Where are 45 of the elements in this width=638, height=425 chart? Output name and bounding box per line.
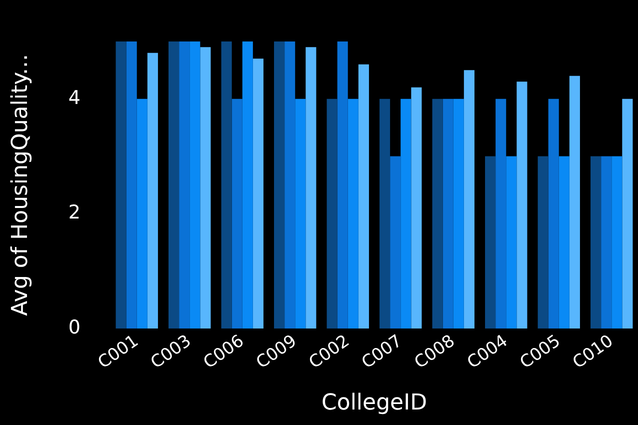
bar <box>432 98 443 328</box>
bar <box>400 98 412 328</box>
y-tick-label: 4 <box>68 86 80 109</box>
bar <box>622 98 633 328</box>
bar <box>179 41 190 328</box>
bar <box>506 156 517 328</box>
bar <box>326 98 338 328</box>
bar <box>200 47 211 328</box>
bar <box>569 76 580 328</box>
bar <box>306 47 316 328</box>
bar <box>232 98 242 328</box>
bar <box>274 41 285 328</box>
bar <box>411 87 422 328</box>
bar <box>168 41 180 328</box>
bar <box>496 98 506 328</box>
y-tick-label: 2 <box>68 202 80 224</box>
bar <box>252 58 264 328</box>
y-tick-label: 0 <box>68 316 80 338</box>
bar <box>453 98 464 328</box>
bar <box>358 64 369 328</box>
bar <box>190 41 200 328</box>
y-axis-title: Avg of HousingQuality... <box>8 54 33 316</box>
bar <box>601 156 612 328</box>
bar <box>442 98 454 328</box>
bar <box>126 41 137 328</box>
bar <box>284 41 296 328</box>
bar <box>612 156 622 328</box>
bar <box>464 70 474 328</box>
bar <box>221 41 232 328</box>
bar <box>485 156 496 328</box>
bar <box>136 98 148 328</box>
bar <box>337 41 348 328</box>
x-axis-title: CollegeID <box>321 390 427 416</box>
bar <box>516 82 528 328</box>
bar <box>348 98 358 328</box>
bar <box>390 156 401 328</box>
bar <box>242 41 253 328</box>
bar <box>558 156 570 328</box>
bar <box>590 156 602 328</box>
bar <box>116 41 126 328</box>
bar <box>380 98 390 328</box>
bar <box>548 98 559 328</box>
bar <box>295 98 306 328</box>
bar <box>147 52 158 328</box>
bar <box>538 156 548 328</box>
